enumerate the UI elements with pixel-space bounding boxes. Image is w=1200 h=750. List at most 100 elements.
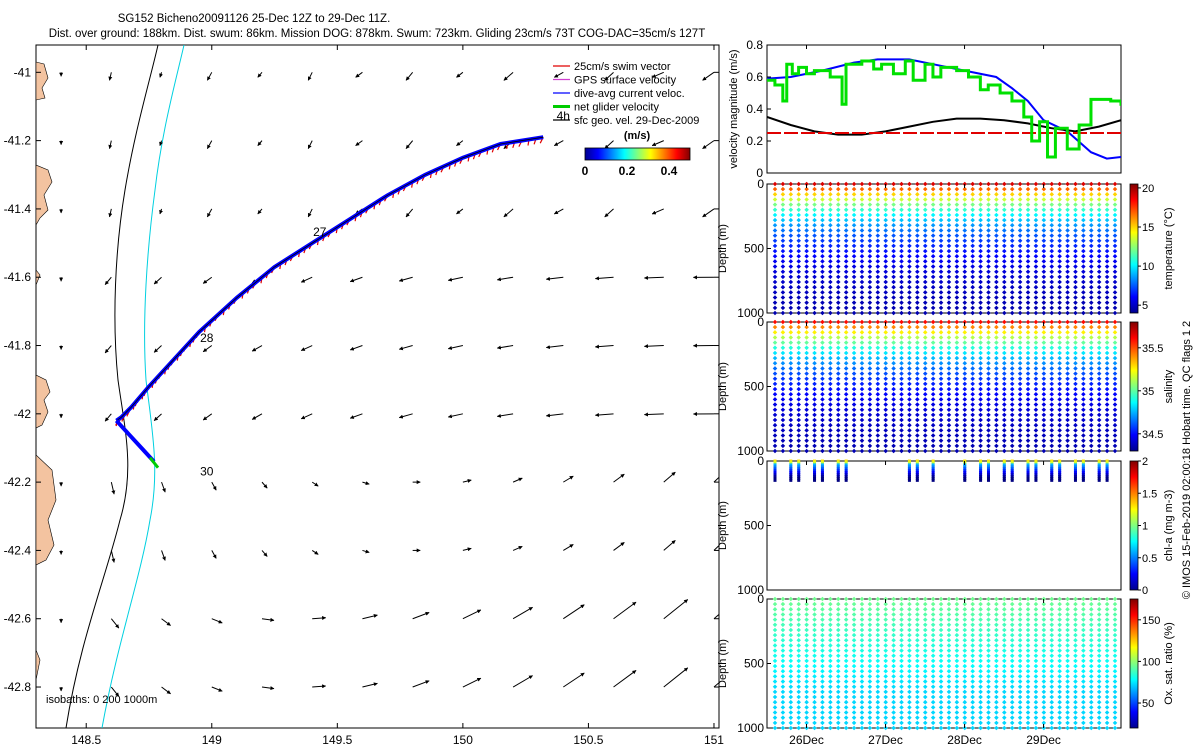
profile-sample — [1065, 264, 1070, 269]
current-vector — [362, 614, 378, 620]
profile-sample — [835, 279, 841, 285]
current-vector — [307, 72, 313, 81]
current-vector — [604, 71, 614, 81]
profile-sample — [1041, 223, 1047, 228]
current-vector — [257, 71, 263, 78]
profile-sample — [851, 305, 857, 311]
profile-sample — [1104, 253, 1110, 259]
profile-sample — [1104, 310, 1110, 316]
profile-sample — [883, 300, 888, 305]
profile-sample — [1096, 212, 1102, 218]
net-glider-velocity — [148, 456, 160, 469]
profile-sample — [828, 295, 833, 300]
current-vector — [202, 413, 213, 421]
profile-sample — [1033, 243, 1039, 249]
velocity-panel: 0 0.2 0.4 0.6 0.8 velocity magnitude (m/s) — [728, 38, 1122, 180]
profile-sample — [891, 279, 896, 285]
profile-sample — [915, 290, 920, 295]
profile-sample — [772, 438, 778, 443]
profile-sample — [788, 330, 794, 335]
profile-sample — [1112, 310, 1118, 316]
profile-sample — [1033, 181, 1039, 187]
profile-sample — [899, 279, 904, 285]
profile-sample — [970, 264, 975, 269]
depth-axis-label: Depth (m) — [717, 362, 729, 411]
profile-sample — [780, 412, 786, 418]
profile-sample — [859, 295, 865, 300]
current-vector — [312, 684, 327, 689]
current-vector — [110, 686, 120, 697]
profile-sample — [883, 259, 888, 264]
colorbar-label: salinity — [1163, 369, 1175, 403]
profile-sample — [867, 264, 873, 269]
profile-sample — [922, 259, 928, 264]
profile-sample — [1049, 202, 1055, 207]
velocity-ytick-label: 0.8 — [746, 38, 763, 52]
profile-sample — [780, 345, 786, 351]
profile-sample — [1073, 197, 1078, 202]
profile-sample — [875, 264, 881, 269]
profile-sample — [1096, 264, 1102, 269]
profile-sample — [1009, 284, 1015, 290]
profile-sample — [788, 438, 794, 443]
profile-sample — [1002, 279, 1007, 285]
profile-sample — [804, 274, 809, 280]
profile-sample — [820, 284, 825, 290]
current-vector — [257, 208, 263, 215]
profile-sample — [772, 376, 778, 382]
current-vector — [307, 140, 313, 149]
profile-sample — [1041, 186, 1047, 192]
profile-sample — [1049, 295, 1055, 300]
current-vector — [104, 345, 112, 354]
surface-current-vectors — [59, 71, 719, 697]
profile-sample — [986, 295, 991, 300]
chl-sample — [907, 478, 911, 482]
profile-sample — [907, 290, 912, 295]
current-vector — [663, 471, 676, 483]
profile-sample — [946, 295, 952, 300]
profile-sample — [978, 279, 983, 285]
profile-sample — [788, 335, 794, 340]
profile-sample — [1096, 181, 1102, 187]
current-vector — [713, 613, 719, 620]
depth-tick-label: 500 — [744, 380, 764, 394]
profile-sample — [1104, 243, 1110, 249]
profile-sample — [788, 310, 794, 316]
profile-sample — [1057, 233, 1062, 238]
profile-sample — [899, 284, 904, 290]
profile-sample — [1065, 259, 1070, 264]
colorbar-tick-label: 150 — [1142, 615, 1160, 627]
profile-sample — [1041, 264, 1047, 269]
profile-sample — [962, 290, 968, 295]
profile-sample — [1104, 295, 1110, 300]
profile-sample — [954, 264, 960, 269]
profile-sample — [986, 284, 991, 290]
profile-sample — [835, 290, 841, 295]
profile-sample — [1073, 181, 1078, 187]
profile-sample — [804, 269, 809, 274]
profile-sample — [1049, 290, 1055, 295]
profile-sample — [1073, 207, 1078, 213]
profile-sample — [1017, 284, 1023, 290]
profile-sample — [1073, 228, 1078, 233]
profile-sample — [772, 305, 778, 311]
profile-sample — [1057, 197, 1062, 202]
depth-tick-label: 500 — [744, 657, 764, 671]
profile-sample — [1073, 274, 1078, 280]
velocity-ylabel: velocity magnitude (m/s) — [728, 49, 740, 168]
profile-sample — [1073, 238, 1078, 244]
profile-sample — [780, 310, 786, 316]
profile-sample — [1096, 238, 1102, 244]
profile-sample — [1065, 253, 1070, 259]
profile-sample — [867, 274, 873, 280]
profile-sample — [883, 295, 888, 300]
profile-sample — [994, 259, 999, 264]
profile-sample — [1081, 300, 1086, 305]
profile-sample — [1033, 269, 1039, 274]
map-ytick-label: -41.6 — [4, 270, 32, 284]
profile-sample — [1089, 259, 1094, 264]
profile-sample — [907, 259, 912, 264]
profile-sample — [1112, 233, 1118, 238]
profile-sample — [1049, 269, 1055, 274]
profile-sample — [922, 305, 928, 311]
